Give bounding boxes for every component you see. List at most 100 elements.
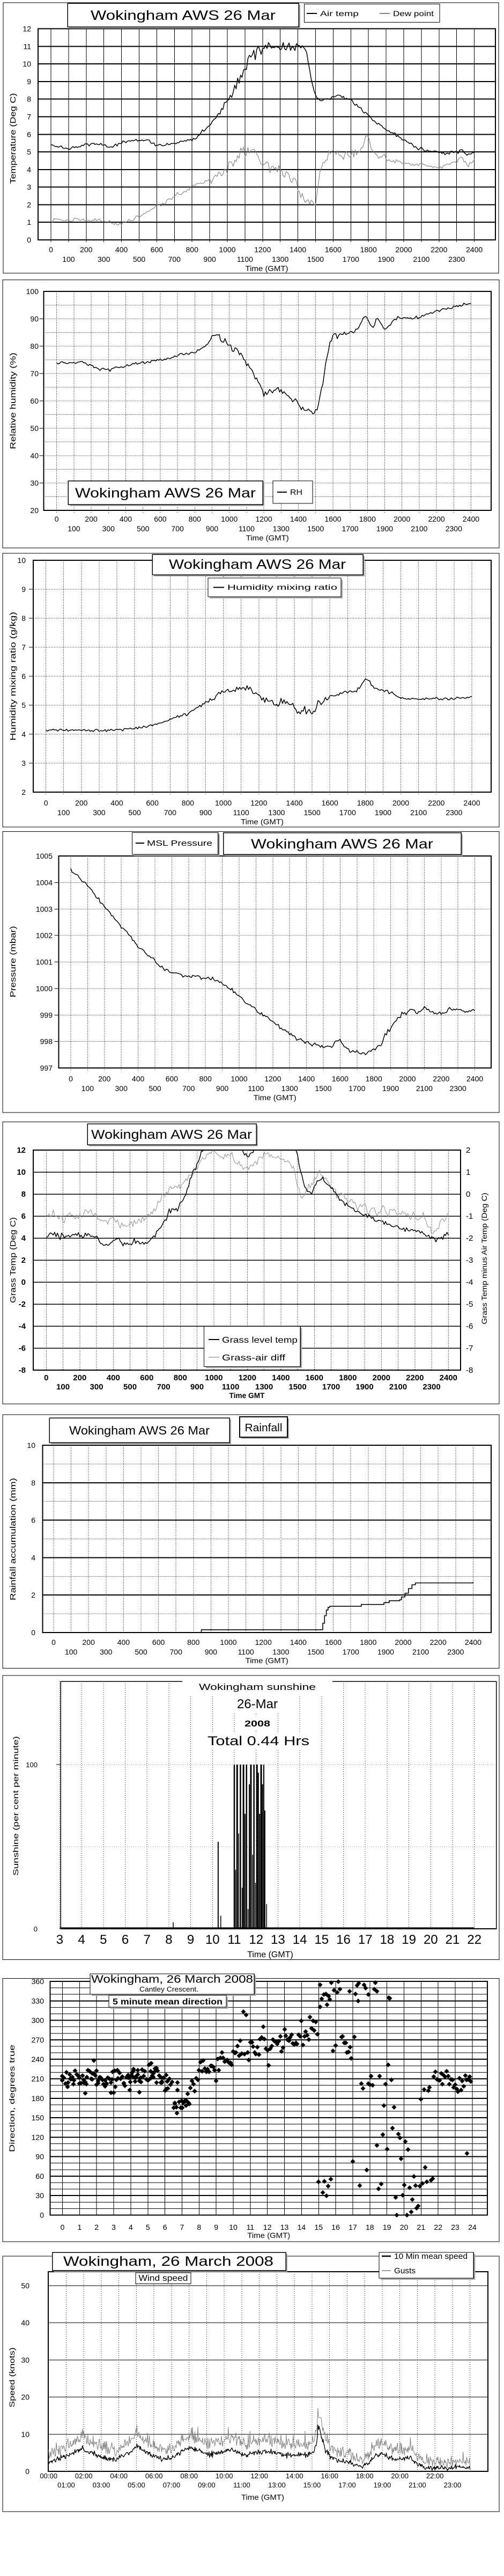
svg-text:12: 12: [249, 1933, 263, 1947]
svg-text:04:00: 04:00: [110, 2472, 128, 2480]
svg-text:Wokingham, 26 March 2008: Wokingham, 26 March 2008: [91, 1974, 253, 1986]
svg-text:6: 6: [21, 672, 26, 680]
svg-text:7: 7: [21, 643, 26, 652]
svg-text:-8: -8: [466, 1366, 473, 1375]
svg-text:60: 60: [35, 2172, 44, 2180]
svg-text:400: 400: [132, 1074, 145, 1083]
svg-text:500: 500: [149, 1084, 161, 1093]
svg-text:8: 8: [21, 614, 26, 623]
svg-text:16: 16: [331, 2223, 340, 2231]
svg-text:700: 700: [171, 524, 184, 533]
svg-text:7: 7: [180, 2223, 184, 2231]
svg-text:400: 400: [120, 515, 132, 523]
svg-text:Rainfall accumulation (mm): Rainfall accumulation (mm): [9, 1478, 18, 1600]
svg-text:Humidity mixing ratio: Humidity mixing ratio: [227, 583, 337, 591]
svg-text:200: 200: [80, 245, 93, 254]
svg-text:11: 11: [23, 42, 31, 50]
svg-text:5: 5: [21, 701, 26, 709]
svg-text:1400: 1400: [298, 1074, 315, 1083]
svg-text:13: 13: [271, 1933, 285, 1947]
svg-text:-6: -6: [466, 1322, 473, 1331]
svg-text:100: 100: [26, 1761, 38, 1769]
svg-text:900: 900: [216, 1084, 229, 1093]
svg-text:10: 10: [17, 1168, 26, 1177]
svg-text:Wokingham AWS 26 Mar: Wokingham AWS 26 Mar: [169, 557, 346, 572]
svg-text:1100: 1100: [222, 1382, 240, 1392]
svg-text:2100: 2100: [413, 255, 429, 264]
svg-text:2200: 2200: [428, 799, 444, 807]
svg-text:1700: 1700: [339, 808, 356, 817]
svg-text:100: 100: [26, 287, 39, 296]
svg-text:17:00: 17:00: [338, 2481, 356, 2489]
svg-text:Rainfall: Rainfall: [245, 1422, 283, 1434]
svg-text:11: 11: [247, 2223, 255, 2231]
svg-text:Temperature (Deg C): Temperature (Deg C): [9, 93, 18, 184]
svg-text:2000: 2000: [399, 1074, 416, 1083]
svg-text:14: 14: [298, 2223, 306, 2231]
svg-text:1900: 1900: [355, 1382, 373, 1392]
svg-text:1900: 1900: [382, 1084, 399, 1093]
svg-text:1500: 1500: [288, 1382, 306, 1392]
svg-text:900: 900: [199, 808, 212, 817]
svg-text:1700: 1700: [343, 255, 359, 264]
svg-text:13: 13: [280, 2223, 289, 2231]
svg-text:1600: 1600: [325, 245, 342, 254]
svg-text:9: 9: [27, 77, 31, 86]
svg-text:1300: 1300: [268, 808, 285, 817]
svg-text:16: 16: [336, 1933, 351, 1947]
svg-text:11: 11: [228, 1933, 241, 1947]
svg-text:1300: 1300: [281, 1084, 298, 1093]
svg-text:1: 1: [27, 218, 31, 226]
svg-text:1900: 1900: [375, 808, 391, 817]
svg-text:2: 2: [21, 1256, 26, 1265]
svg-text:10: 10: [21, 2430, 29, 2439]
svg-text:1004: 1004: [36, 878, 53, 887]
svg-text:1800: 1800: [357, 799, 374, 807]
svg-text:40: 40: [21, 2318, 29, 2327]
svg-text:9: 9: [187, 1933, 194, 1947]
svg-text:2: 2: [31, 1591, 35, 1599]
svg-text:2100: 2100: [412, 1648, 429, 1656]
svg-text:1400: 1400: [290, 245, 306, 254]
svg-text:800: 800: [174, 1373, 187, 1382]
svg-text:900: 900: [203, 255, 216, 264]
svg-text:1400: 1400: [290, 1638, 307, 1646]
svg-text:1200: 1200: [256, 515, 272, 523]
svg-text:05:00: 05:00: [128, 2481, 145, 2489]
svg-text:700: 700: [164, 808, 177, 817]
svg-text:50: 50: [21, 2281, 29, 2290]
svg-text:150: 150: [32, 2113, 45, 2122]
svg-text:Air temp: Air temp: [320, 9, 359, 18]
svg-text:07:00: 07:00: [163, 2481, 181, 2489]
svg-text:2400: 2400: [440, 1373, 457, 1382]
svg-text:Speed (knots): Speed (knots): [8, 2347, 16, 2407]
svg-text:60: 60: [30, 397, 39, 405]
svg-text:0: 0: [466, 1190, 470, 1199]
svg-text:2: 2: [94, 2223, 99, 2231]
svg-text:10 Min mean speed: 10 Min mean speed: [394, 2252, 468, 2261]
svg-text:400: 400: [115, 245, 128, 254]
svg-text:200: 200: [75, 799, 88, 807]
svg-text:300: 300: [90, 1382, 103, 1392]
svg-text:1000: 1000: [205, 1373, 223, 1382]
svg-text:2008: 2008: [244, 1719, 270, 1729]
svg-text:20:00: 20:00: [391, 2472, 409, 2480]
svg-text:19: 19: [383, 2223, 391, 2231]
svg-text:0: 0: [40, 2211, 44, 2220]
svg-text:1002: 1002: [36, 931, 53, 940]
svg-text:1000: 1000: [221, 515, 238, 523]
svg-text:40: 40: [30, 451, 39, 460]
svg-text:300: 300: [98, 255, 110, 264]
svg-text:1500: 1500: [307, 524, 324, 533]
svg-text:2400: 2400: [465, 1638, 481, 1646]
svg-text:8: 8: [21, 1190, 26, 1199]
svg-text:1000: 1000: [36, 984, 53, 993]
svg-text:Grass-air diff: Grass-air diff: [222, 1353, 286, 1363]
svg-text:2200: 2200: [428, 515, 445, 523]
svg-text:21: 21: [446, 1933, 460, 1947]
svg-text:20: 20: [30, 506, 39, 515]
svg-text:-5: -5: [466, 1300, 473, 1309]
svg-text:MSL Pressure: MSL Pressure: [147, 839, 212, 848]
svg-text:2300: 2300: [447, 1648, 464, 1656]
svg-text:1900: 1900: [378, 255, 395, 264]
